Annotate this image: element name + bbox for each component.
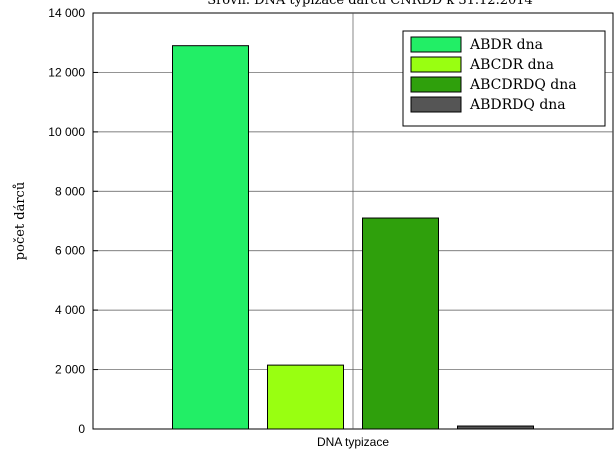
legend-swatch: [410, 76, 462, 93]
bar: [457, 425, 534, 430]
legend-label: ABDRDQ dna: [469, 97, 566, 113]
legend-swatch: [410, 56, 462, 73]
y-axis-ticks: 0 2 000 4 000 6 000 8 000 10 000 12 000 14 000: [48, 6, 98, 436]
bar: [267, 364, 344, 430]
x-axis-title: DNA typizace: [317, 435, 389, 449]
y-tick-label: 0: [78, 422, 85, 436]
y-tick-label: 8 000: [55, 184, 85, 198]
y-axis-title: počet dárců: [12, 182, 28, 260]
y-tick-label: 14 000: [48, 6, 85, 20]
legend-label: ABCDRDQ dna: [469, 77, 577, 93]
bar: [362, 217, 439, 430]
legend-swatch: [410, 96, 462, 113]
y-tick-label: 10 000: [48, 125, 85, 139]
chart-title: Srovn. DNA typizace dárců ČNRDD k 31.12.…: [207, 0, 533, 8]
legend-items: ABDR dna ABCDR dna ABCDRDQ dna ABDRDQ dna: [410, 36, 577, 113]
legend-label: ABDR dna: [469, 37, 543, 53]
bars-group: [172, 45, 534, 430]
y-tick-label: 6 000: [55, 244, 85, 258]
legend: ABDR dna ABCDR dna ABCDRDQ dna ABDRDQ dna: [402, 30, 606, 127]
legend-swatch: [410, 36, 462, 53]
y-tick-label: 4 000: [55, 303, 85, 317]
bar: [172, 45, 249, 430]
legend-label: ABCDR dna: [469, 57, 554, 73]
y-tick-label: 2 000: [55, 363, 85, 377]
y-tick-label: 12 000: [48, 65, 85, 79]
